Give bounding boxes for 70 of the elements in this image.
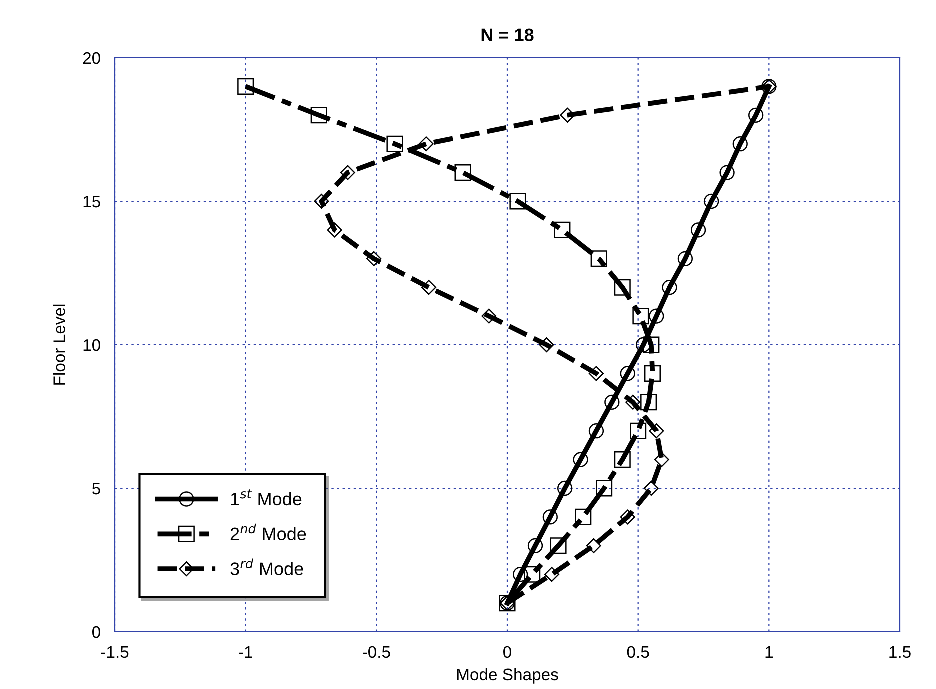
point bbox=[422, 280, 436, 296]
point bbox=[542, 510, 558, 525]
legend-label: 1$^{st}$ Mode bbox=[231, 490, 302, 506]
point bbox=[314, 194, 330, 209]
point bbox=[620, 366, 636, 382]
point bbox=[626, 394, 641, 410]
x-tick-label: 0 bbox=[504, 646, 512, 658]
point bbox=[550, 538, 567, 554]
point bbox=[620, 510, 636, 525]
y-tick-label: 20 bbox=[83, 52, 100, 64]
point bbox=[720, 165, 735, 180]
point bbox=[513, 567, 528, 582]
y-tick-label: 0 bbox=[92, 626, 100, 638]
point bbox=[643, 336, 660, 354]
point bbox=[528, 538, 544, 554]
point bbox=[704, 194, 720, 210]
point bbox=[238, 78, 254, 95]
point bbox=[640, 394, 658, 411]
x-tick-label: 1 bbox=[766, 646, 773, 658]
legend-label: 3$^{rd}$ Mode bbox=[230, 558, 304, 576]
point bbox=[632, 308, 650, 325]
point bbox=[310, 107, 328, 124]
point bbox=[544, 567, 560, 582]
x-axis-title: Mode Shapes bbox=[457, 668, 558, 684]
chart-title: N = 18 bbox=[482, 28, 534, 42]
point bbox=[662, 280, 678, 296]
point bbox=[654, 452, 670, 468]
point bbox=[524, 566, 541, 583]
y-tick-label: 15 bbox=[84, 196, 100, 208]
point bbox=[649, 424, 664, 439]
x-tick-label: 1.5 bbox=[890, 646, 911, 658]
point bbox=[327, 222, 342, 238]
point bbox=[454, 164, 472, 182]
point bbox=[644, 365, 661, 382]
point bbox=[573, 452, 588, 468]
x-tick-label: -0.5 bbox=[363, 646, 390, 658]
point bbox=[575, 508, 592, 526]
point bbox=[596, 480, 613, 497]
x-tick-label: 0.5 bbox=[627, 646, 650, 658]
point bbox=[588, 366, 604, 382]
point bbox=[366, 251, 382, 266]
point bbox=[678, 251, 694, 266]
point bbox=[588, 424, 604, 439]
point bbox=[418, 136, 434, 152]
point bbox=[560, 108, 576, 123]
point bbox=[614, 279, 631, 296]
point bbox=[554, 222, 571, 238]
y-tick-label: 10 bbox=[84, 339, 100, 352]
point bbox=[732, 136, 748, 152]
x-tick-label: -1.5 bbox=[101, 646, 129, 658]
point bbox=[386, 136, 404, 152]
point bbox=[649, 308, 664, 324]
x-tick-label: -1 bbox=[239, 646, 252, 658]
point bbox=[340, 165, 356, 180]
point bbox=[539, 338, 554, 352]
point bbox=[557, 480, 573, 496]
point bbox=[482, 308, 497, 324]
point bbox=[510, 193, 526, 210]
point bbox=[586, 538, 602, 554]
point bbox=[748, 108, 764, 123]
y-axis-title: Floor Level bbox=[53, 304, 66, 385]
point bbox=[614, 452, 631, 468]
y-tick-label: 5 bbox=[92, 483, 100, 495]
legend-label: 2$^{nd}$ Mode bbox=[230, 524, 306, 541]
point bbox=[630, 422, 647, 440]
point bbox=[590, 250, 608, 268]
point bbox=[604, 394, 620, 410]
point bbox=[636, 337, 652, 353]
point bbox=[690, 222, 706, 238]
point bbox=[644, 481, 659, 496]
